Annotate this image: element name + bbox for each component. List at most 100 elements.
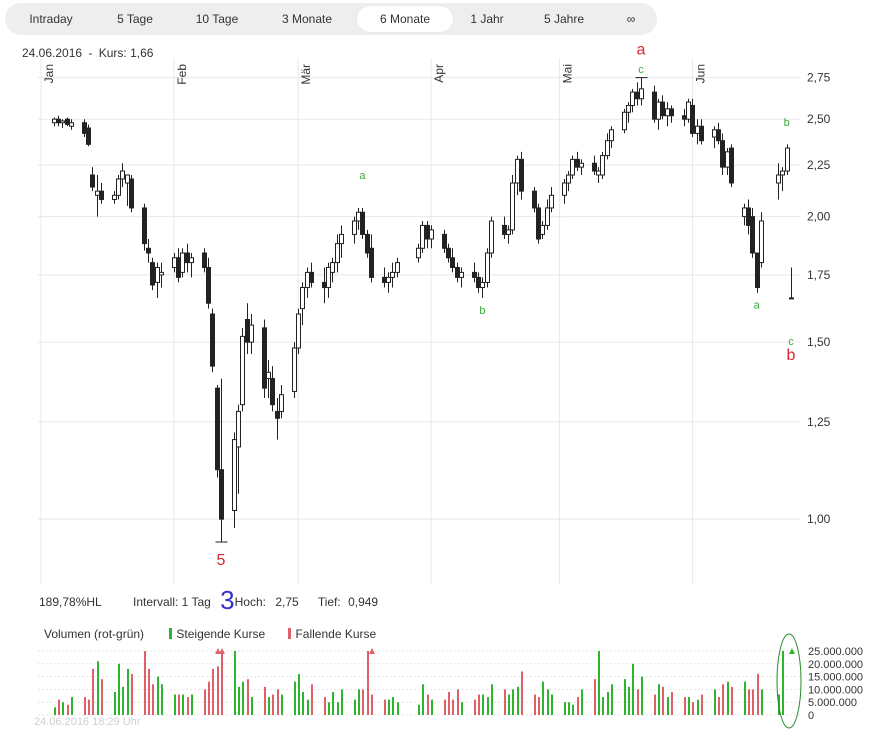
volume-bar <box>58 699 60 715</box>
volume-bar <box>328 702 330 715</box>
candle-body <box>60 120 65 124</box>
stat-high-value: 2,75 <box>275 595 299 609</box>
volume-bar <box>277 689 279 715</box>
volume-tick-label: 5.000.000 <box>808 697 857 709</box>
candle-body <box>210 313 215 367</box>
tab-all[interactable]: ∞ <box>626 12 636 26</box>
volume-bar <box>538 697 540 715</box>
volume-bar <box>358 689 360 715</box>
volume-bar <box>234 651 236 715</box>
candle-body <box>159 271 164 276</box>
candle-body <box>480 281 485 289</box>
candle-body <box>309 271 314 283</box>
candles <box>52 77 794 543</box>
stat-low-value: 0,949 <box>348 595 379 609</box>
volume-bar <box>602 697 604 715</box>
volume-highlight-ellipse <box>776 633 802 729</box>
volume-bar <box>782 651 784 715</box>
volume-title: Volumen (rot-grün) <box>44 627 145 641</box>
tab-3-monate[interactable]: 3 Monate <box>281 12 333 26</box>
volume-bar <box>482 694 484 715</box>
volume-bar <box>521 671 523 715</box>
y-tick-label: 1,00 <box>807 512 831 526</box>
candle-body <box>129 178 134 209</box>
candle-body <box>65 118 70 125</box>
volume-bar <box>302 691 304 715</box>
x-tick-label: Mai <box>561 64 575 83</box>
candle-body <box>536 207 541 240</box>
volume-bar <box>431 699 433 715</box>
x-tick-label: Jun <box>693 64 707 83</box>
candle-body <box>759 220 764 264</box>
candle-body <box>142 207 147 245</box>
volume-bar <box>427 694 429 715</box>
candle-body <box>789 297 794 300</box>
x-tick-label: Apr <box>432 64 446 83</box>
volume-bar <box>534 694 536 715</box>
candle-body <box>125 174 130 184</box>
candle-body <box>639 88 644 100</box>
candle-body <box>656 101 661 120</box>
candle-body <box>716 129 721 142</box>
candle-body <box>669 108 674 117</box>
volume-header: Volumen (rot-grün) Steigende Kurse Falle… <box>44 627 376 641</box>
volume-bar <box>148 668 150 715</box>
candle-body <box>390 271 395 278</box>
tab-5-jahre[interactable]: 5 Jahre <box>543 12 585 26</box>
volume-bar <box>157 676 159 715</box>
candle-body <box>506 229 511 235</box>
volume-bar <box>242 681 244 715</box>
candle-body <box>189 257 194 264</box>
volume-bar <box>628 686 630 715</box>
candle-body <box>609 129 614 142</box>
wave-label: b <box>479 305 485 317</box>
volume-bar <box>504 689 506 715</box>
volume-bar <box>517 686 519 715</box>
candle-body <box>335 243 340 264</box>
tab-5-tage[interactable]: 5 Tage <box>117 12 153 26</box>
candle-body <box>489 220 494 254</box>
tab-1-jahr[interactable]: 1 Jahr <box>470 12 504 26</box>
volume-bar <box>122 686 124 715</box>
candle-body <box>292 347 297 392</box>
tab-6-monate[interactable]: 6 Monate <box>357 6 453 32</box>
volume-bar <box>572 704 574 715</box>
volume-bar <box>182 694 184 715</box>
volume-bar <box>474 699 476 715</box>
candle-body <box>742 207 747 218</box>
volume-bar <box>452 699 454 715</box>
candle-body <box>305 271 310 289</box>
volume-bar <box>397 702 399 715</box>
volume-bar <box>238 686 240 715</box>
candle-body <box>570 158 575 176</box>
volume-bar <box>757 674 759 715</box>
volume-bar <box>97 661 99 715</box>
volume-bar <box>577 697 579 715</box>
candle-body <box>635 91 640 100</box>
candle-body <box>116 178 121 196</box>
candle-body <box>592 162 597 172</box>
tab-10-tage[interactable]: 10 Tage <box>195 12 239 26</box>
candle-body <box>279 394 284 412</box>
candle-body <box>215 387 220 471</box>
stat-high-label: Hoch: <box>234 595 266 609</box>
candle-body <box>339 233 344 245</box>
volume-tick-label: 20.000.000 <box>808 659 863 671</box>
volume-bar <box>564 702 566 715</box>
volume-bar <box>594 679 596 715</box>
candle-body <box>172 257 177 268</box>
volume-tick-label: 25.000.000 <box>808 646 863 658</box>
candle-body <box>442 233 447 249</box>
falling-legend-swatch <box>288 628 292 639</box>
volume-bar <box>542 681 544 715</box>
volume-bar <box>654 694 656 715</box>
volume-bar <box>718 697 720 715</box>
volume-bar <box>478 694 480 715</box>
tab-intraday[interactable]: Intraday <box>29 12 73 26</box>
candle-body <box>626 104 631 113</box>
volume-bar <box>418 704 420 715</box>
volume-bar <box>131 674 133 715</box>
volume-bar <box>152 684 154 715</box>
candle-body <box>386 276 391 283</box>
candle-body <box>90 174 95 188</box>
